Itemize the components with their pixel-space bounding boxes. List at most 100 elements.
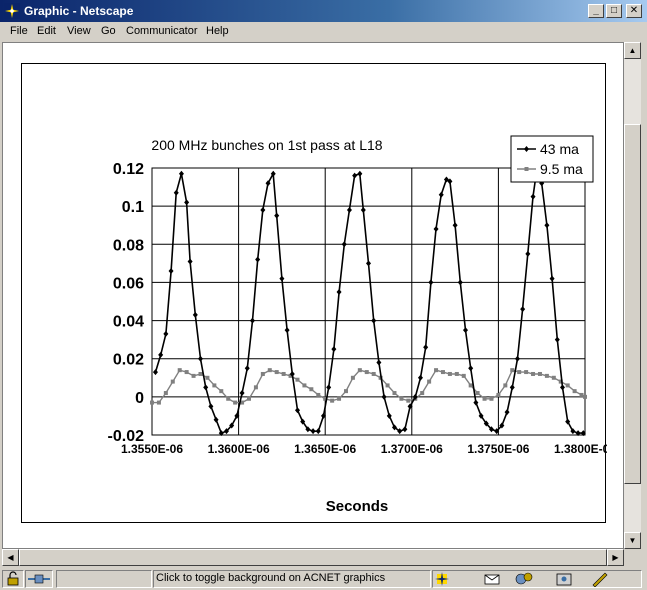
data-point	[503, 383, 508, 388]
composer-icon[interactable]	[592, 572, 608, 588]
data-point	[192, 311, 198, 318]
data-point	[289, 370, 295, 377]
address-book-icon[interactable]	[556, 573, 572, 586]
menu-view[interactable]: View	[67, 25, 91, 37]
menu-file[interactable]: File	[10, 25, 28, 37]
newsgroup-icon[interactable]	[515, 572, 533, 585]
data-point	[267, 368, 272, 373]
data-point	[352, 172, 358, 179]
data-point	[274, 370, 279, 375]
data-point	[302, 383, 307, 388]
horizontal-scrollbar[interactable]: ◀ ▶	[2, 549, 624, 566]
scroll-right-button[interactable]: ▶	[607, 549, 624, 566]
data-point	[253, 385, 258, 390]
window-title: Graphic - Netscape	[24, 4, 134, 18]
close-button[interactable]: ✕	[626, 4, 642, 18]
data-point	[357, 368, 362, 373]
data-point	[565, 383, 570, 388]
data-point	[454, 371, 459, 376]
data-point	[499, 422, 505, 429]
data-point	[468, 383, 473, 388]
scroll-up-button[interactable]: ▲	[624, 42, 641, 59]
y-tick-label: 0	[135, 390, 144, 407]
status-text: Click to toggle background on ACNET grap…	[156, 572, 386, 584]
y-tick-label: -0.02	[108, 428, 145, 445]
data-point	[399, 396, 404, 401]
data-point	[417, 374, 423, 381]
data-point	[391, 424, 397, 431]
data-point	[544, 222, 550, 229]
data-point	[229, 422, 235, 429]
data-point	[457, 279, 463, 286]
data-point	[423, 344, 429, 351]
data-point	[191, 373, 196, 378]
legend-marker	[524, 167, 529, 171]
data-point	[152, 369, 158, 376]
chart: 0.12 0.1 0.08 0.06 0.04 0.02 0 -0.021.3550E-06 1…	[108, 135, 616, 515]
maximize-button[interactable]: □	[606, 4, 622, 18]
data-point	[483, 420, 489, 427]
data-point	[385, 383, 390, 388]
menu-go[interactable]: Go	[101, 25, 116, 37]
horizontal-scroll-thumb[interactable]	[19, 549, 607, 566]
data-point	[219, 389, 224, 394]
data-point	[337, 396, 342, 401]
data-point	[281, 371, 286, 376]
data-point	[197, 355, 203, 362]
data-point	[168, 267, 174, 274]
data-point	[525, 250, 531, 257]
data-point	[218, 430, 224, 437]
data-point	[156, 400, 161, 405]
data-point	[226, 396, 231, 401]
data-point	[473, 399, 479, 406]
data-point	[371, 317, 377, 324]
data-point	[489, 396, 494, 401]
chart-frame: 0.12 0.1 0.08 0.06 0.04 0.02 0 -0.02 1.3550E-06 1…	[21, 63, 616, 523]
menu-help[interactable]: Help	[206, 25, 229, 37]
data-point	[517, 370, 522, 375]
mail-icon[interactable]	[484, 574, 500, 585]
minimize-button[interactable]: _	[588, 4, 604, 18]
data-point	[478, 412, 484, 419]
security-icon[interactable]	[2, 570, 24, 588]
data-point	[440, 370, 445, 375]
menu-edit[interactable]: Edit	[37, 25, 56, 37]
data-point	[178, 170, 184, 177]
data-point	[475, 391, 480, 396]
legend	[510, 135, 594, 183]
data-point	[170, 379, 175, 384]
legend-label: 43 ma	[540, 141, 579, 157]
data-point	[434, 368, 439, 373]
data-point	[488, 426, 494, 433]
data-point	[233, 400, 238, 405]
data-point	[203, 384, 209, 391]
window-titlebar: Graphic - Netscape _ □ ✕	[0, 0, 647, 22]
scroll-left-button[interactable]: ◀	[2, 549, 19, 566]
navigator-icon[interactable]	[435, 572, 449, 586]
data-point	[544, 373, 549, 378]
vertical-scrollbar[interactable]: ▲ ▼	[624, 42, 641, 549]
data-point	[433, 226, 439, 233]
vertical-scroll-thumb[interactable]	[624, 124, 641, 484]
data-point	[565, 418, 571, 425]
data-point	[300, 418, 306, 425]
legend-label: 9.5 ma	[540, 161, 583, 177]
data-point	[198, 371, 203, 376]
data-point	[346, 206, 352, 213]
scroll-down-button[interactable]: ▼	[624, 532, 641, 549]
data-point	[315, 428, 321, 435]
data-point	[357, 170, 363, 177]
data-point	[234, 412, 240, 419]
x-tick-label: 1.3800E-06	[554, 442, 607, 456]
y-tick-label: 0.12	[113, 161, 144, 178]
data-point	[244, 365, 250, 372]
x-axis-label: Seconds	[326, 498, 389, 515]
menu-communicator[interactable]: Communicator	[126, 25, 198, 37]
netscape-icon	[4, 3, 20, 19]
data-point	[559, 384, 565, 391]
plot-area	[151, 167, 586, 436]
data-point	[364, 370, 369, 375]
data-point	[579, 392, 584, 397]
data-point	[246, 396, 251, 401]
data-point	[443, 176, 449, 183]
